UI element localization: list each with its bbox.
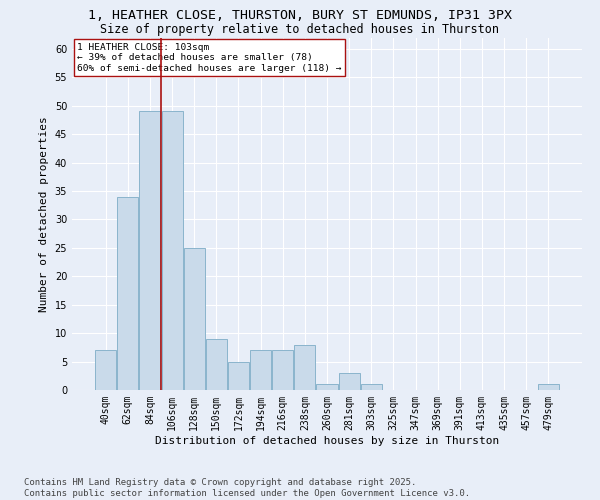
X-axis label: Distribution of detached houses by size in Thurston: Distribution of detached houses by size … bbox=[155, 436, 499, 446]
Text: Contains HM Land Registry data © Crown copyright and database right 2025.
Contai: Contains HM Land Registry data © Crown c… bbox=[24, 478, 470, 498]
Bar bbox=[206, 339, 227, 390]
Bar bbox=[295, 344, 316, 390]
Y-axis label: Number of detached properties: Number of detached properties bbox=[39, 116, 49, 312]
Bar bbox=[118, 196, 139, 390]
Bar bbox=[228, 362, 249, 390]
Bar bbox=[161, 112, 182, 390]
Bar bbox=[184, 248, 205, 390]
Text: 1 HEATHER CLOSE: 103sqm
← 39% of detached houses are smaller (78)
60% of semi-de: 1 HEATHER CLOSE: 103sqm ← 39% of detache… bbox=[77, 43, 341, 72]
Bar bbox=[338, 373, 359, 390]
Bar bbox=[250, 350, 271, 390]
Bar bbox=[139, 112, 160, 390]
Bar bbox=[538, 384, 559, 390]
Bar bbox=[272, 350, 293, 390]
Text: Size of property relative to detached houses in Thurston: Size of property relative to detached ho… bbox=[101, 22, 499, 36]
Bar bbox=[316, 384, 338, 390]
Bar bbox=[95, 350, 116, 390]
Text: 1, HEATHER CLOSE, THURSTON, BURY ST EDMUNDS, IP31 3PX: 1, HEATHER CLOSE, THURSTON, BURY ST EDMU… bbox=[88, 9, 512, 22]
Bar bbox=[361, 384, 382, 390]
